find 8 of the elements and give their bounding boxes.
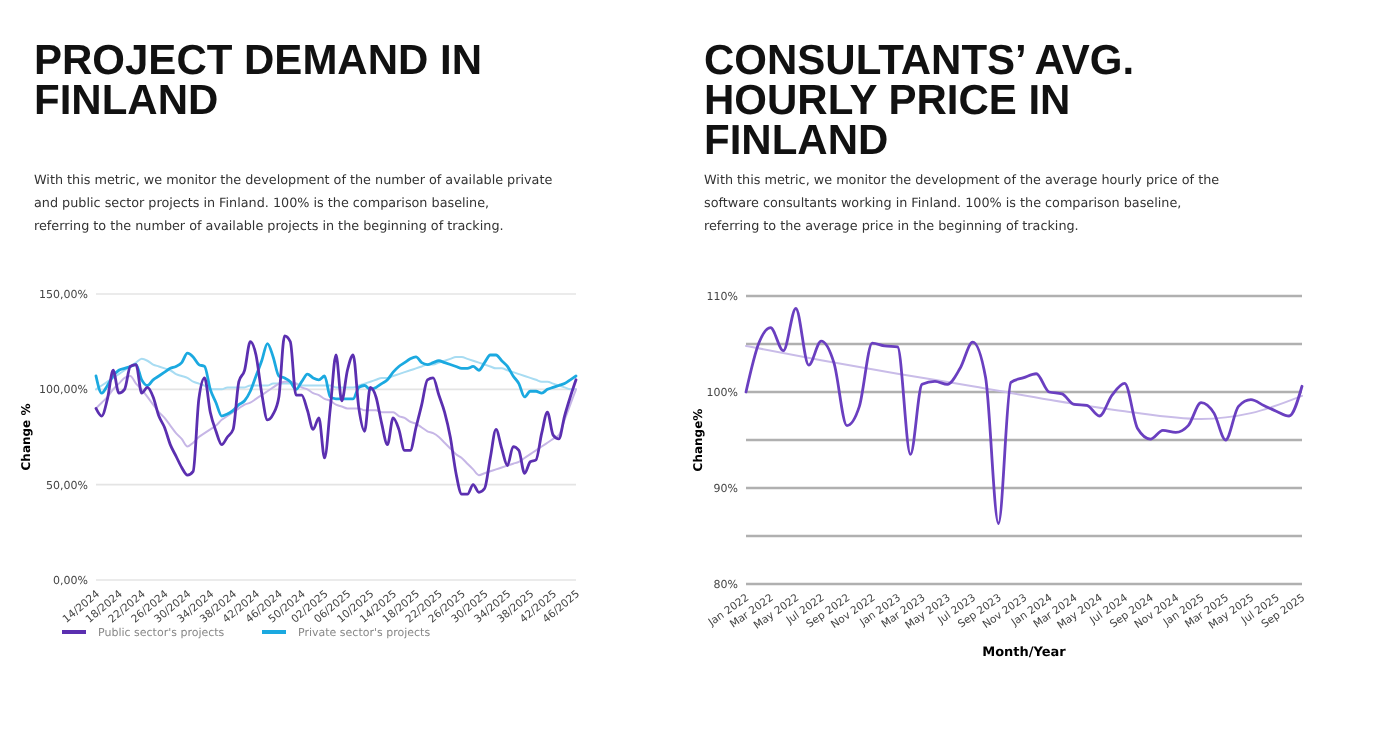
chart-title: CONSULTANTS’ AVG. HOURLY PRICE IN FINLAND bbox=[704, 38, 1135, 164]
line-series bbox=[95, 355, 577, 391]
line-series bbox=[745, 344, 1303, 420]
line-series bbox=[94, 334, 578, 496]
chart-title: PROJECT DEMAND IN FINLAND bbox=[34, 38, 483, 124]
line-series bbox=[94, 342, 578, 418]
line-series bbox=[744, 307, 1304, 525]
line-series bbox=[95, 374, 577, 477]
